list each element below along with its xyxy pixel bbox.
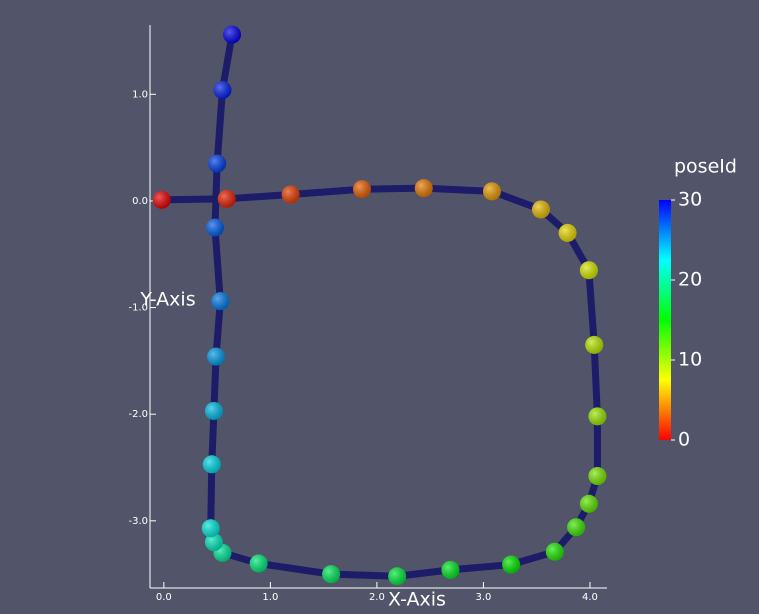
colorbar-tick-label: 10 [678, 349, 702, 371]
x-tick-label: 3.0 [475, 592, 491, 603]
pose-shading [585, 335, 604, 354]
y-tick-label: 1.0 [132, 89, 148, 100]
colorbar-tick-label: 20 [678, 269, 702, 291]
pose-shading [352, 180, 371, 199]
pose-shading [322, 565, 341, 584]
pose-shading [208, 154, 227, 173]
pose-shading [579, 261, 598, 280]
pose-shading [211, 292, 230, 311]
pose-shading [205, 218, 224, 237]
y-axis-title: Y-Axis [139, 289, 195, 311]
y-tick-label: -3.0 [128, 516, 148, 527]
pose-shading [531, 200, 550, 219]
colorbar [659, 200, 671, 440]
pose-shading [588, 407, 607, 426]
x-tick-label: 4.0 [582, 592, 598, 603]
x-axis-title: X-Axis [388, 589, 446, 611]
pose-shading [204, 401, 223, 420]
x-tick-label: 0.0 [156, 592, 172, 603]
x-tick-label: 1.0 [262, 592, 278, 603]
pose-shading [441, 560, 460, 579]
pose-shading [204, 533, 223, 552]
pose-shading [213, 81, 232, 100]
pose-shading [207, 347, 226, 366]
y-tick-label: -2.0 [128, 409, 148, 420]
pose-shading [217, 189, 236, 208]
y-tick-label: -1.0 [128, 303, 148, 314]
pose-shading [567, 518, 586, 537]
pose-shading [414, 179, 433, 198]
x-tick-label: 2.0 [369, 592, 385, 603]
colorbar-tick-label: 0 [678, 429, 690, 451]
pose-shading [388, 567, 407, 586]
pose-shading [202, 455, 221, 474]
pose-shading [152, 190, 171, 209]
colorbar-title: poseId [674, 156, 737, 178]
pose-shading [579, 494, 598, 513]
pose-shading [588, 467, 607, 486]
pose-shading [223, 25, 242, 44]
pose-shading [281, 185, 300, 204]
y-tick-label: 0.0 [132, 196, 148, 207]
pose-shading [482, 182, 501, 201]
pose-shading [249, 554, 268, 573]
pose-shading [558, 223, 577, 242]
pose-shading [545, 542, 564, 561]
pose-shading [201, 519, 220, 538]
colorbar-tick-label: 30 [678, 189, 702, 211]
pose-shading [502, 555, 521, 574]
